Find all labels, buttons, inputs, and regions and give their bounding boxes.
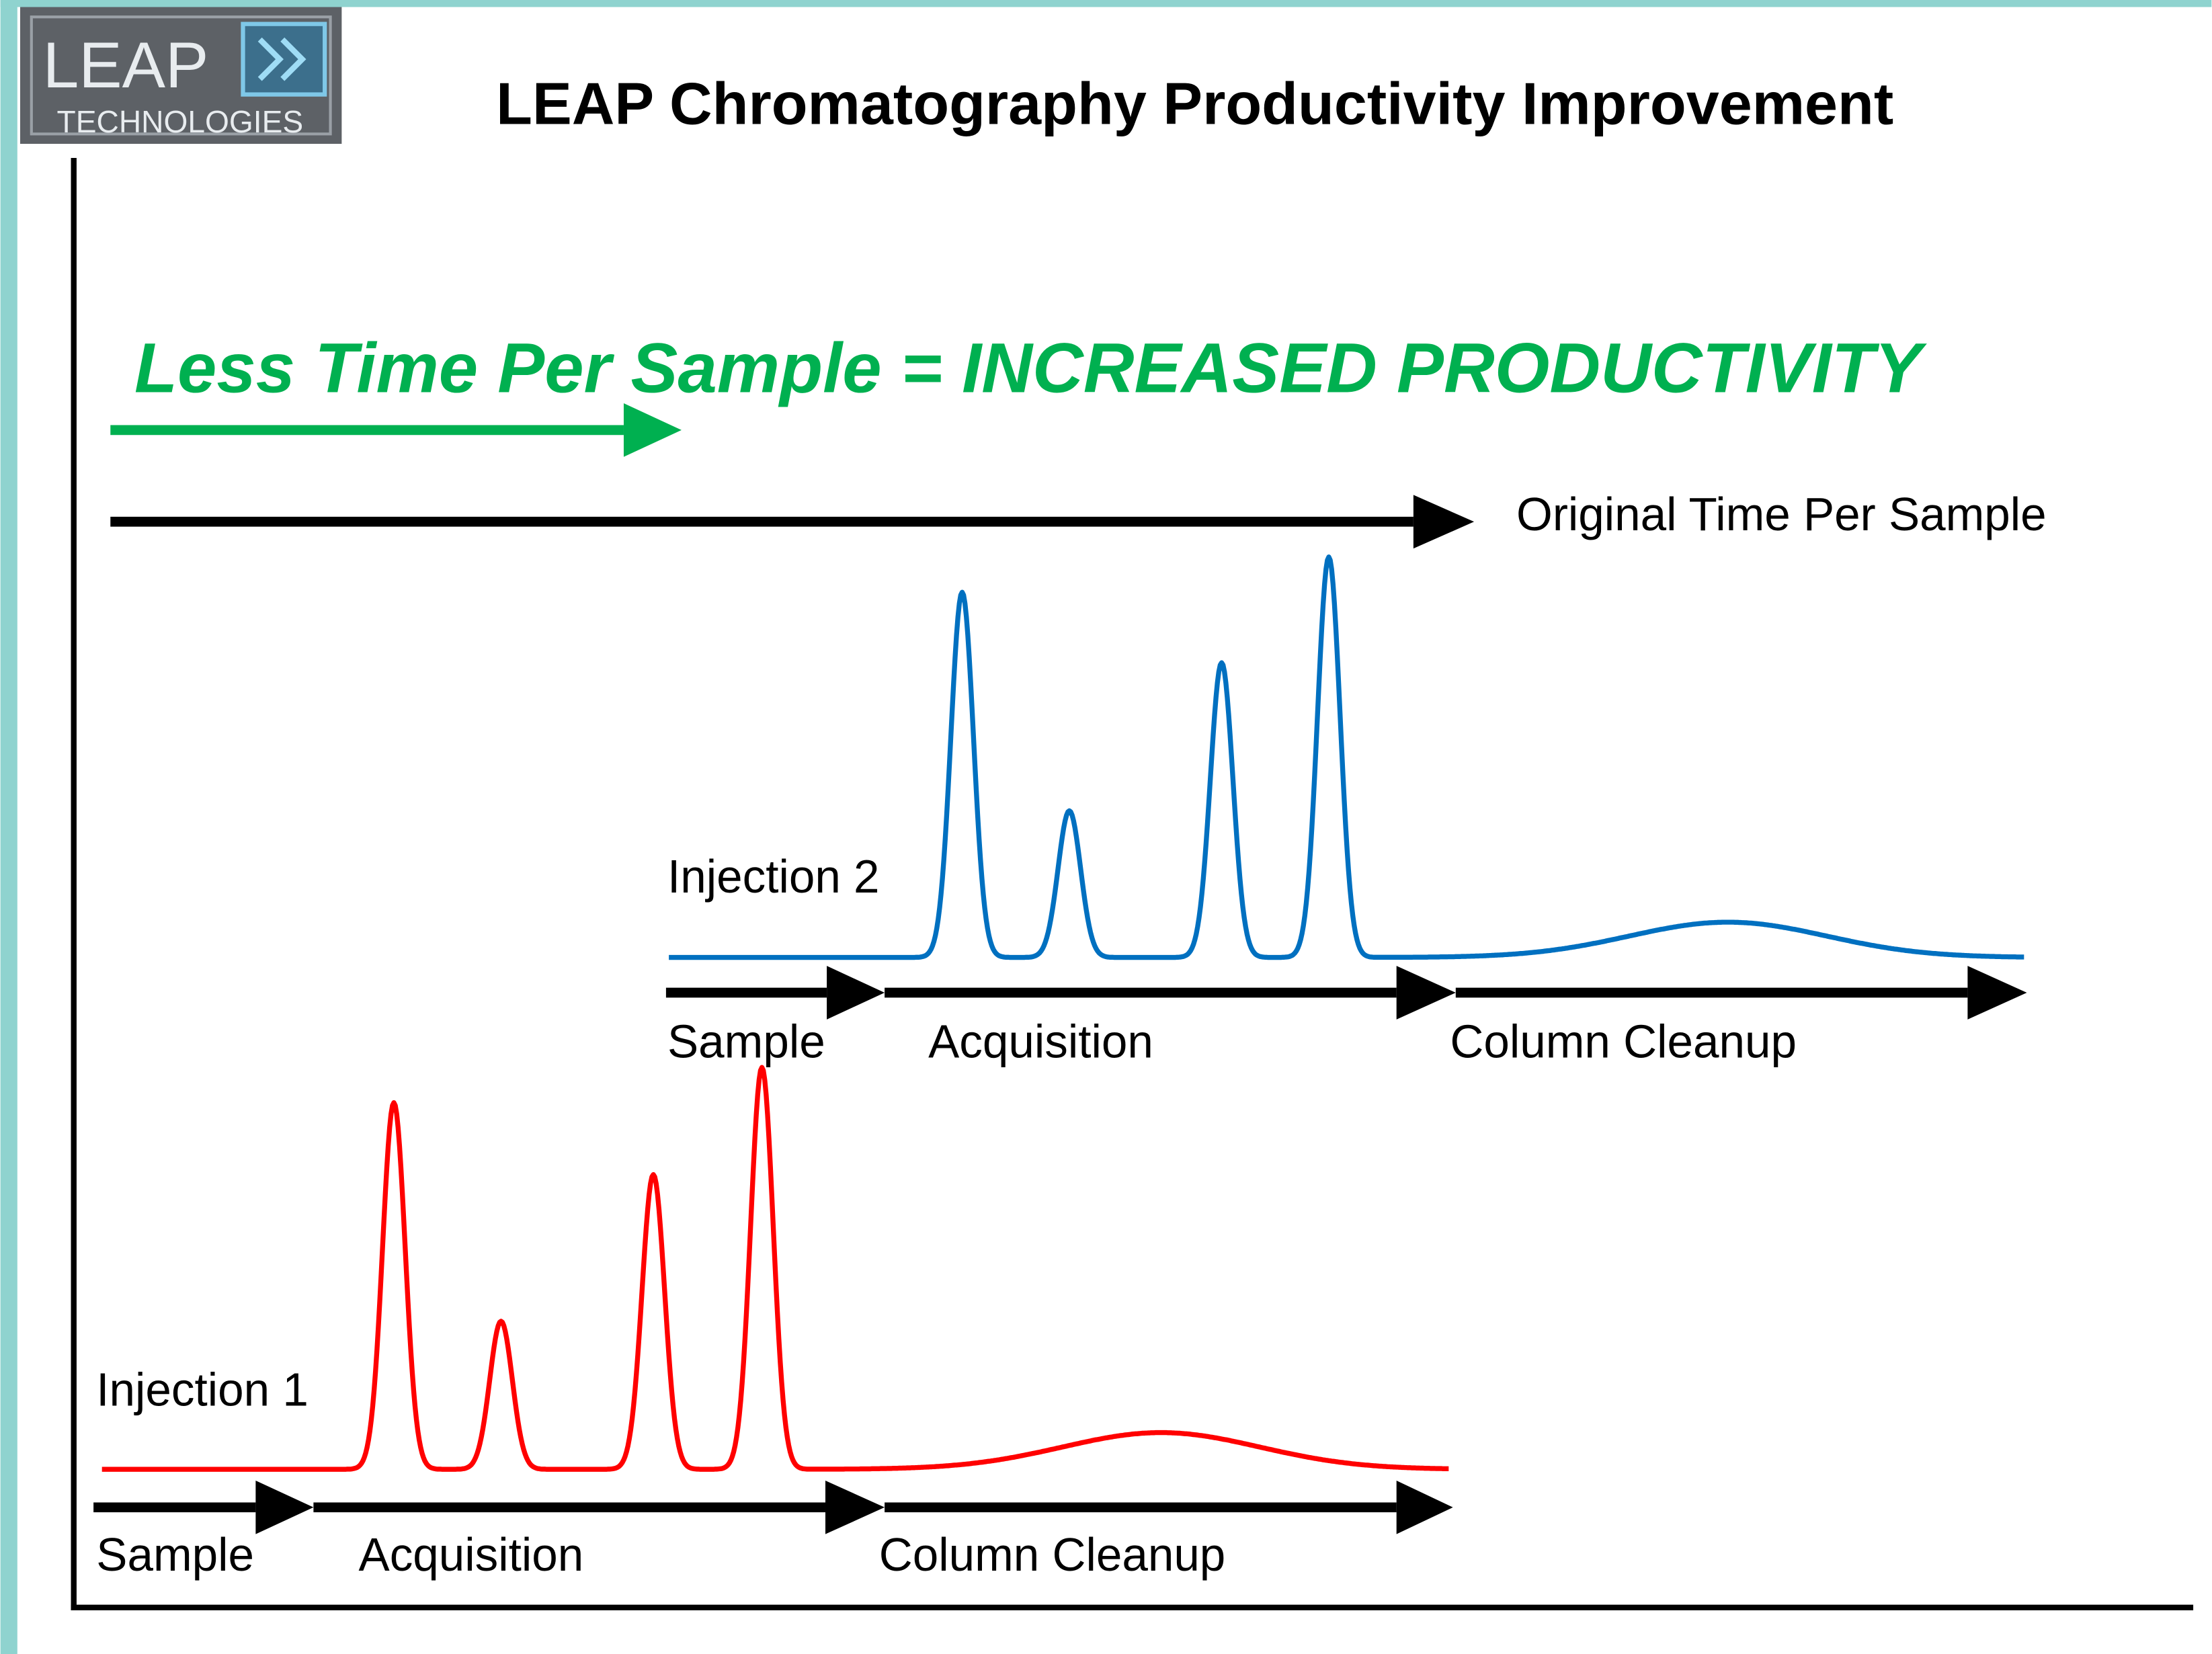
original-label: Original Time Per Sample bbox=[1516, 488, 2047, 540]
logo-name: LEAP bbox=[43, 30, 209, 101]
arrow-head bbox=[1967, 966, 2027, 1020]
phase-label: Column Cleanup bbox=[879, 1528, 1226, 1581]
logo-frame bbox=[30, 15, 332, 136]
arrow-head bbox=[825, 1480, 885, 1534]
top-border bbox=[0, 0, 2212, 7]
phase-label: Sample bbox=[96, 1528, 254, 1581]
arrow-head bbox=[255, 1480, 314, 1534]
logo-chevrons bbox=[257, 37, 306, 81]
arrow-head bbox=[623, 403, 682, 457]
phase-label: Acquisition bbox=[928, 1016, 1153, 1068]
logo-chevron-box bbox=[241, 22, 327, 97]
injection-label: Injection 1 bbox=[96, 1364, 309, 1416]
phase-label: Acquisition bbox=[359, 1528, 584, 1581]
injection-label: Injection 2 bbox=[667, 850, 880, 903]
phase-label: Column Cleanup bbox=[1450, 1016, 1797, 1068]
arrow-head bbox=[827, 966, 885, 1020]
logo-subtitle: TECHNOLOGIES bbox=[57, 104, 304, 139]
title: LEAP Chromatography Productivity Improve… bbox=[496, 71, 1893, 137]
arrow-head bbox=[1396, 1480, 1453, 1534]
logo: LEAP TECHNOLOGIES bbox=[20, 7, 342, 144]
arrow-head bbox=[1396, 966, 1456, 1020]
phase-label: Sample bbox=[667, 1016, 825, 1068]
chromatogram-trace bbox=[667, 554, 2025, 960]
arrow-head bbox=[1413, 495, 1475, 549]
left-border bbox=[0, 0, 17, 1654]
chromatogram-trace bbox=[101, 1065, 1450, 1472]
headline: Less Time Per Sample = INCREASED PRODUCT… bbox=[134, 329, 1927, 407]
